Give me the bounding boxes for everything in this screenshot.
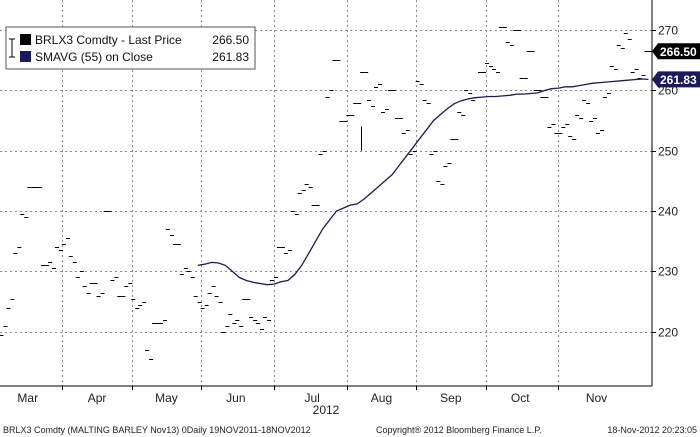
y-tick-label-250: 250	[658, 145, 678, 159]
legend-label-sma: SMAVG (55) on Close	[35, 50, 153, 64]
footer-right: 18-Nov-2012 20:23:05	[607, 425, 697, 435]
x-axis: Mar Apr May Jun Jul Aug Sep Oct Nov	[17, 386, 607, 405]
value-tag-label-0: 266.50	[660, 45, 697, 59]
price-series	[0, 27, 653, 360]
x-tick-label-may: May	[155, 391, 178, 405]
x-tick-label-aug: Aug	[371, 391, 392, 405]
value-tag-label-1: 261.83	[660, 73, 697, 87]
year-label: 2012	[313, 403, 340, 417]
legend-value-sma: 261.83	[212, 50, 249, 64]
x-tick-label-jul: Jul	[304, 391, 319, 405]
x-tick-label-jun: Jun	[226, 391, 245, 405]
y-tick-label-270: 270	[658, 24, 678, 38]
legend: BRLX3 Comdty - Last Price 266.50 SMAVG (…	[5, 26, 256, 70]
legend-value-last-price: 266.50	[212, 33, 249, 47]
x-tick-label-oct: Oct	[511, 391, 530, 405]
value-tag-1	[652, 71, 700, 88]
legend-label-last-price: BRLX3 Comdty - Last Price	[35, 33, 182, 47]
y-tick-label-240: 240	[658, 205, 678, 219]
y-tick-label-220: 220	[658, 326, 678, 340]
x-tick-label-nov: Nov	[586, 391, 607, 405]
y-tick-label-230: 230	[658, 265, 678, 279]
footer: BRLX3 Comdty (MALTING BARLEY Nov13) 0Dai…	[3, 425, 697, 435]
legend-swatch-sma	[20, 51, 31, 62]
sma-line	[197, 78, 649, 286]
sma-series	[197, 78, 649, 286]
x-tick-label-apr: Apr	[88, 391, 107, 405]
footer-center: Copyright® 2012 Bloomberg Finance L.P.	[376, 425, 542, 435]
x-tick-label-mar: Mar	[17, 391, 38, 405]
footer-left: BRLX3 Comdty (MALTING BARLEY Nov13) 0Dai…	[3, 425, 311, 435]
legend-box	[5, 26, 256, 70]
value-tag-0	[652, 43, 700, 60]
x-tick-label-sep: Sep	[440, 391, 462, 405]
last-value-tags: 266.50 261.83	[652, 43, 700, 88]
legend-swatch-last-price	[20, 34, 31, 45]
